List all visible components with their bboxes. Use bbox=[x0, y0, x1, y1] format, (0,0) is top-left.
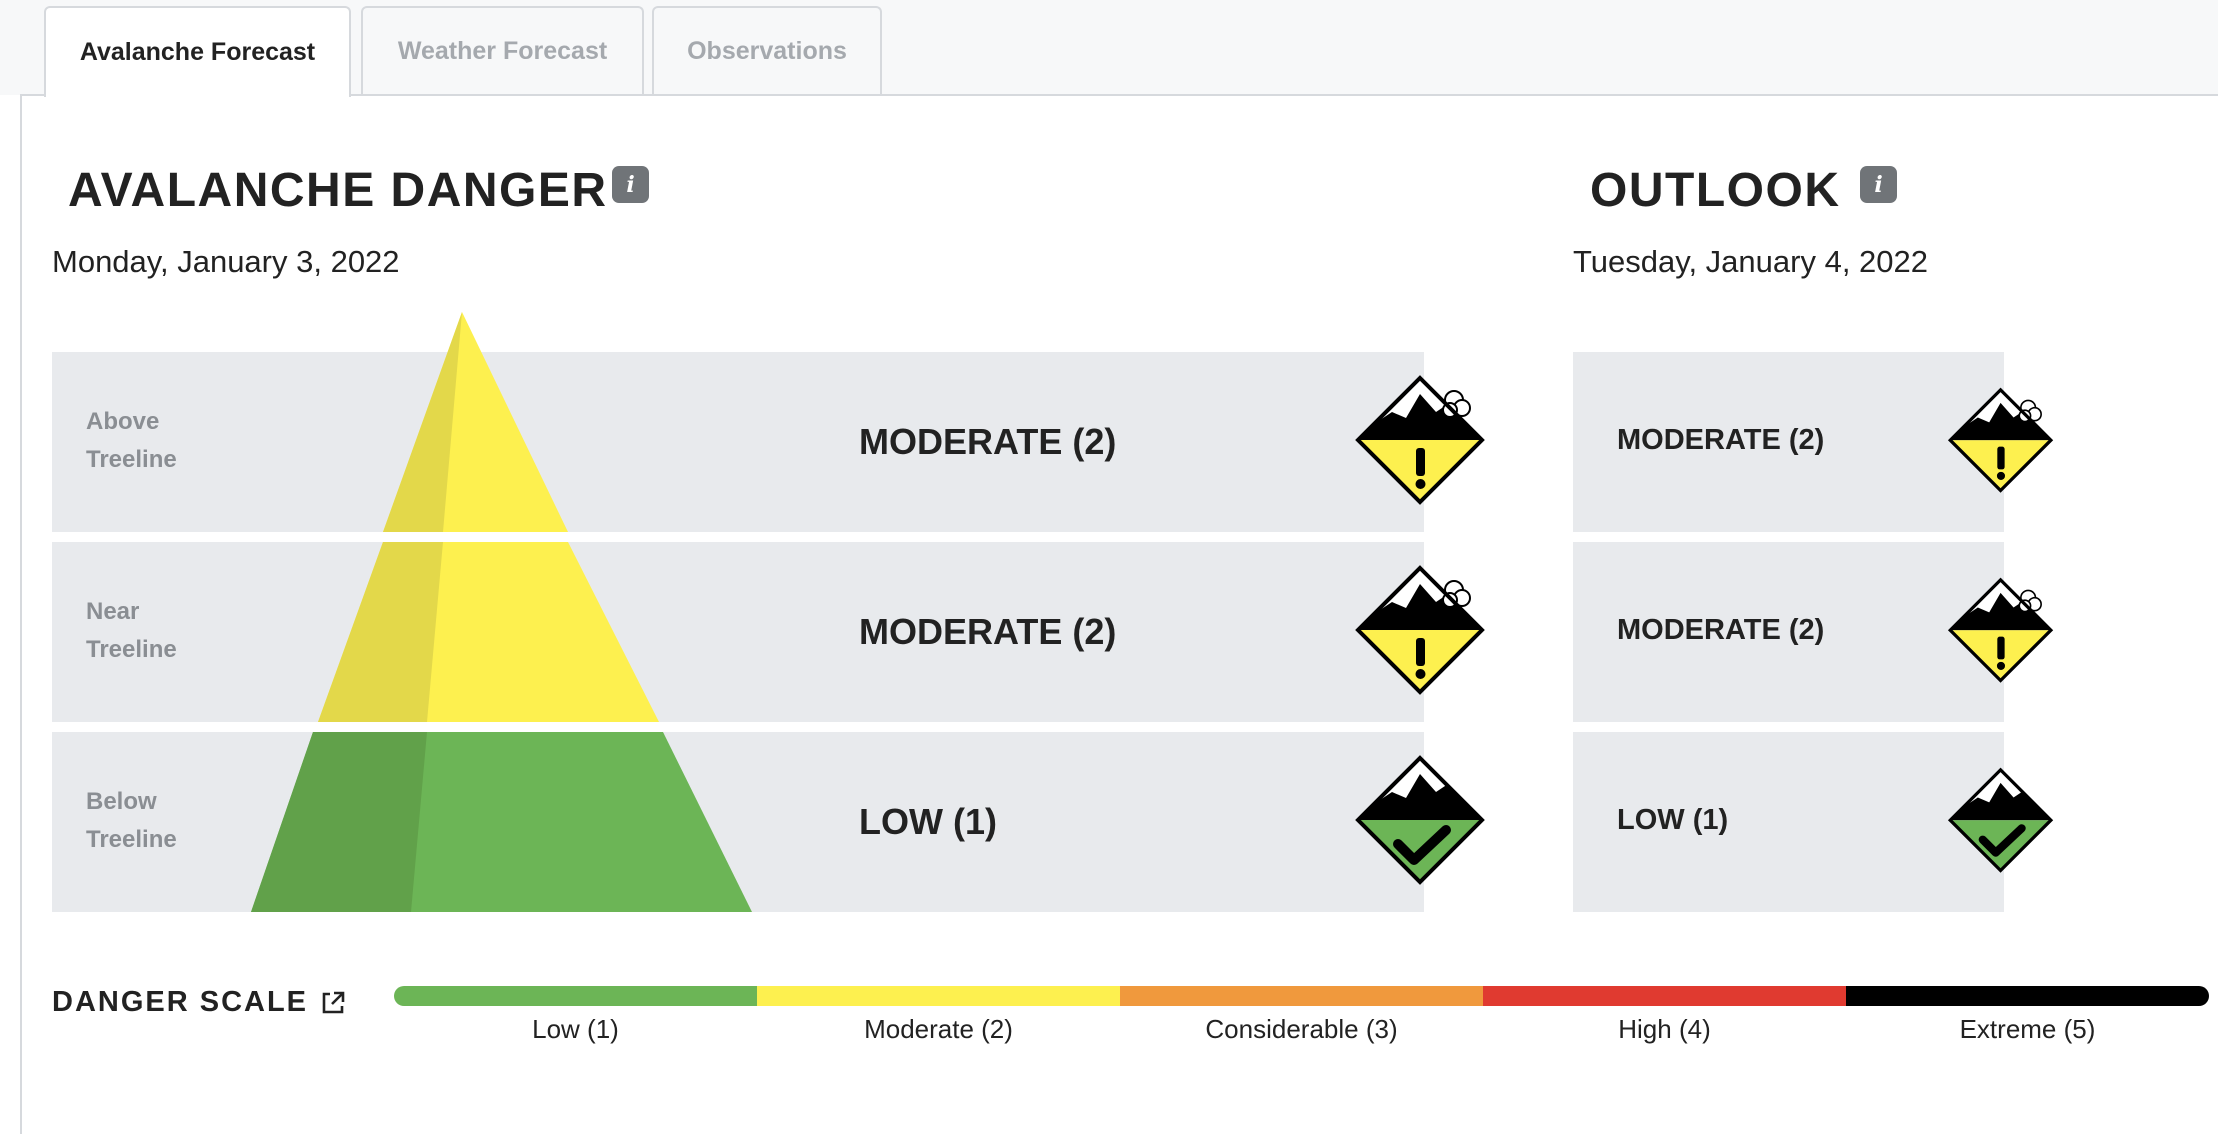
moderate-danger-icon bbox=[1947, 387, 2054, 493]
danger-scale-link[interactable]: DANGER SCALE bbox=[52, 986, 346, 1019]
elevation-label-near: Near Treeline bbox=[86, 593, 177, 669]
tab-avalanche-forecast[interactable]: Avalanche Forecast bbox=[44, 6, 351, 97]
outlook-level-near: MODERATE (2) bbox=[1617, 614, 1825, 646]
danger-scale-moderate-bar bbox=[757, 986, 1120, 1006]
info-icon[interactable]: i bbox=[612, 166, 649, 203]
pyramid-above-treeline bbox=[383, 312, 568, 532]
moderate-danger-icon bbox=[1355, 565, 1485, 695]
danger-scale-extreme-bar bbox=[1846, 986, 2209, 1006]
tab-weather-forecast[interactable]: Weather Forecast bbox=[361, 6, 644, 94]
pyramid-below-treeline bbox=[251, 732, 752, 912]
danger-scale-label: Considerable (3) bbox=[1205, 1014, 1398, 1044]
elevation-label-line: Above bbox=[86, 408, 160, 435]
pyramid-tier-near-shade bbox=[318, 542, 443, 722]
elevation-label-line: Treeline bbox=[86, 446, 177, 473]
outlook-row-near bbox=[1573, 542, 2004, 722]
outlook-date: Tuesday, January 4, 2022 bbox=[1573, 244, 1929, 279]
elevation-label-line: Treeline bbox=[86, 636, 177, 663]
danger-date: Monday, January 3, 2022 bbox=[52, 244, 400, 279]
elevation-label-line: Treeline bbox=[86, 826, 177, 853]
low-danger-icon bbox=[1355, 755, 1485, 885]
danger-scale-title: DANGER SCALE bbox=[52, 986, 309, 1018]
elevation-pyramid bbox=[251, 312, 752, 912]
danger-scale-high-bar bbox=[1483, 986, 1846, 1006]
outlook-row-above bbox=[1573, 352, 2004, 532]
pyramid-near-treeline bbox=[318, 542, 659, 722]
outlook-title: OUTLOOK bbox=[1590, 164, 1841, 217]
pyramid-tier-below-shade bbox=[251, 732, 427, 912]
outlook-level-above: MODERATE (2) bbox=[1617, 424, 1825, 456]
danger-scale-label: Low (1) bbox=[532, 1014, 619, 1044]
moderate-danger-icon bbox=[1947, 577, 2054, 683]
elevation-label-line: Near bbox=[86, 598, 140, 625]
external-link-icon bbox=[322, 991, 345, 1013]
outlook-level-below: LOW (1) bbox=[1617, 804, 1729, 836]
danger-row-above-treeline bbox=[52, 352, 1424, 532]
elevation-label-above: Above Treeline bbox=[86, 403, 177, 479]
danger-level-below: LOW (1) bbox=[859, 801, 997, 842]
elevation-label-line: Below bbox=[86, 788, 157, 815]
avalanche-danger-title: AVALANCHE DANGER bbox=[68, 164, 608, 217]
danger-level-above: MODERATE (2) bbox=[859, 421, 1117, 462]
danger-scale-low-bar bbox=[394, 986, 757, 1006]
tab-observations[interactable]: Observations bbox=[652, 6, 882, 94]
danger-level-near: MODERATE (2) bbox=[859, 611, 1117, 652]
moderate-danger-icon bbox=[1355, 375, 1485, 505]
danger-row-near-treeline bbox=[52, 542, 1424, 722]
pyramid-tier-above-shade bbox=[383, 312, 462, 532]
danger-scale-considerable-bar bbox=[1120, 986, 1483, 1006]
outlook-row-below bbox=[1573, 732, 2004, 912]
danger-scale-label: High (4) bbox=[1618, 1014, 1711, 1044]
danger-scale-label: Moderate (2) bbox=[864, 1014, 1013, 1044]
low-danger-icon bbox=[1947, 767, 2054, 873]
danger-scale-label: Extreme (5) bbox=[1959, 1014, 2096, 1044]
info-icon[interactable]: i bbox=[1860, 166, 1897, 203]
elevation-label-below: Below Treeline bbox=[86, 783, 177, 859]
